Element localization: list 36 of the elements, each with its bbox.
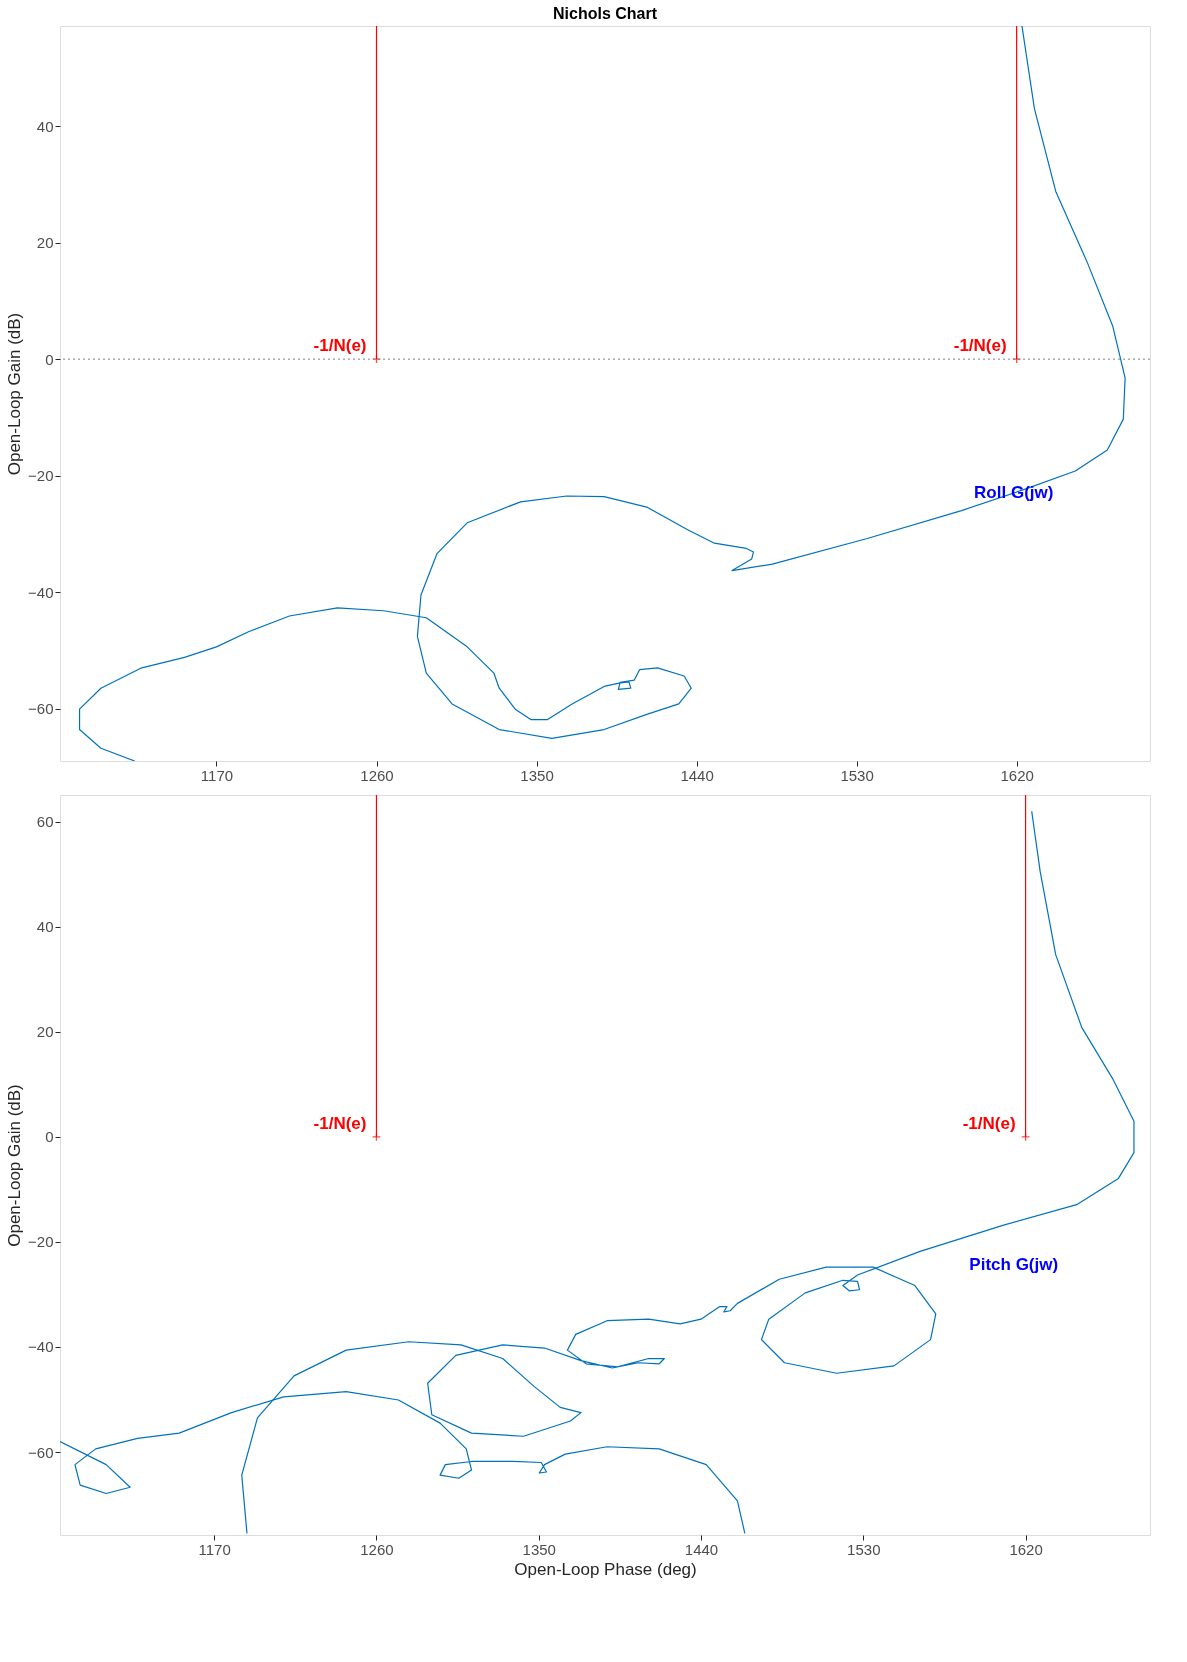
y-tick-label: 40: [36, 918, 54, 936]
y-tick-label: 0: [45, 1128, 54, 1146]
x-tick-label: 1260: [360, 1540, 394, 1558]
x-axis-title: Open-Loop Phase (deg): [514, 1559, 697, 1579]
x-tick-label: 1350: [522, 1540, 556, 1558]
x-tick-label: 1260: [360, 766, 394, 784]
y-tick-label: −60: [28, 1443, 54, 1461]
chart-title: Nichols Chart: [552, 5, 658, 22]
x-tick-label: 1440: [680, 766, 714, 784]
y-tick-label: −40: [28, 1338, 54, 1356]
y-tick-label: 60: [36, 813, 54, 831]
y-tick-label: −40: [28, 583, 54, 601]
x-tick-label: 1530: [840, 766, 874, 784]
series-label: -1/N(e): [313, 1113, 367, 1133]
y-tick-label: 40: [36, 117, 54, 135]
x-tick-label: 1440: [684, 1540, 719, 1558]
y-tick-label: 20: [36, 234, 54, 252]
x-tick-label: 1170: [198, 1540, 231, 1558]
series-label: Roll G(jw): [974, 482, 1054, 502]
x-tick-label: 1620: [1000, 766, 1034, 784]
x-tick-label: 1350: [520, 766, 554, 784]
x-tick-label: 1530: [847, 1540, 881, 1558]
y-tick-label: 20: [36, 1023, 54, 1041]
line-series: [78, 26, 1126, 761]
x-tick-label: 1170: [200, 766, 234, 784]
series-label: -1/N(e): [962, 1113, 1016, 1133]
y-axis-title: Open-Loop Gain (dB): [5, 312, 25, 476]
y-axis-title: Open-Loop Gain (dB): [5, 1084, 25, 1247]
y-tick-label: 0: [45, 350, 54, 368]
series-label: -1/N(e): [953, 336, 1007, 356]
y-tick-label: −60: [28, 700, 54, 718]
y-tick-label: −20: [28, 1233, 54, 1251]
y-tick-label: −20: [28, 467, 54, 485]
x-tick-label: 1620: [1009, 1540, 1043, 1558]
series-label: Pitch G(jw): [969, 1254, 1059, 1274]
series-label: -1/N(e): [313, 336, 367, 356]
